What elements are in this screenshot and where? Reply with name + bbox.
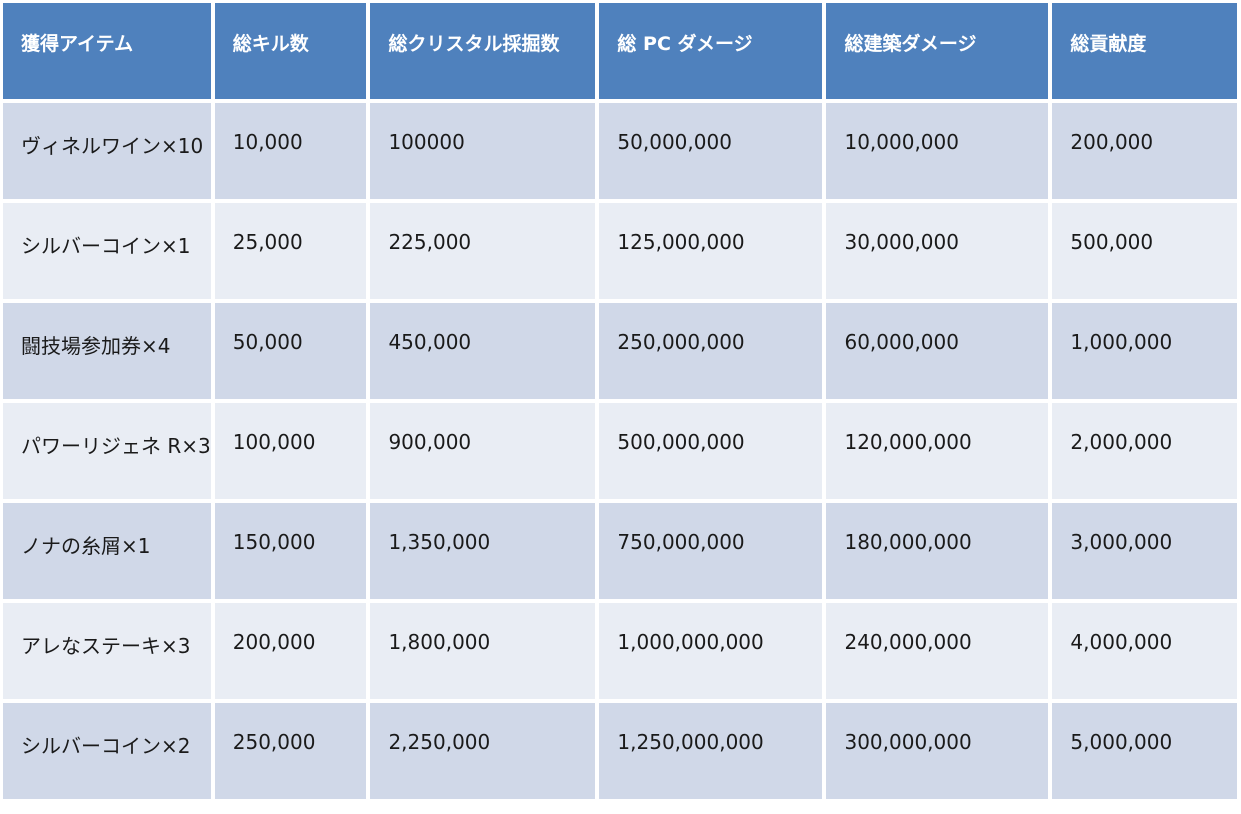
table-row: シルバーコイン×2 250,000 2,250,000 1,250,000,00… xyxy=(3,703,1237,799)
cell-pc-damage: 250,000,000 xyxy=(599,303,823,399)
cell-crystal: 100000 xyxy=(370,103,596,199)
cell-item: ヴィネルワイン×10 xyxy=(3,103,211,199)
cell-building-damage: 10,000,000 xyxy=(826,103,1049,199)
cell-kills: 50,000 xyxy=(214,303,367,399)
cell-contribution: 4,000,000 xyxy=(1052,603,1237,699)
cell-contribution: 5,000,000 xyxy=(1052,703,1237,799)
cell-pc-damage: 50,000,000 xyxy=(599,103,823,199)
cell-kills: 150,000 xyxy=(214,503,367,599)
table-row: パワーリジェネ R×3 100,000 900,000 500,000,000 … xyxy=(3,403,1237,499)
cell-crystal: 225,000 xyxy=(370,203,596,299)
cell-contribution: 200,000 xyxy=(1052,103,1237,199)
cell-contribution: 1,000,000 xyxy=(1052,303,1237,399)
cell-item: シルバーコイン×2 xyxy=(3,703,211,799)
header-total-pc-damage: 総 PC ダメージ xyxy=(599,3,823,99)
header-total-contribution: 総貢献度 xyxy=(1052,3,1237,99)
cell-kills: 100,000 xyxy=(214,403,367,499)
cell-item: ノナの糸屑×1 xyxy=(3,503,211,599)
table-row: ヴィネルワイン×10 10,000 100000 50,000,000 10,0… xyxy=(3,103,1237,199)
cell-building-damage: 120,000,000 xyxy=(826,403,1049,499)
cell-pc-damage: 500,000,000 xyxy=(599,403,823,499)
cell-contribution: 3,000,000 xyxy=(1052,503,1237,599)
cell-pc-damage: 1,000,000,000 xyxy=(599,603,823,699)
cell-item: シルバーコイン×1 xyxy=(3,203,211,299)
cell-crystal: 2,250,000 xyxy=(370,703,596,799)
cell-kills: 250,000 xyxy=(214,703,367,799)
cell-pc-damage: 750,000,000 xyxy=(599,503,823,599)
cell-building-damage: 300,000,000 xyxy=(826,703,1049,799)
cell-building-damage: 30,000,000 xyxy=(826,203,1049,299)
cell-building-damage: 180,000,000 xyxy=(826,503,1049,599)
cell-contribution: 500,000 xyxy=(1052,203,1237,299)
header-total-crystal-mined: 総クリスタル採掘数 xyxy=(370,3,596,99)
table-row: アレなステーキ×3 200,000 1,800,000 1,000,000,00… xyxy=(3,603,1237,699)
cell-crystal: 900,000 xyxy=(370,403,596,499)
table-header-row: 獲得アイテム 総キル数 総クリスタル採掘数 総 PC ダメージ 総建築ダメージ … xyxy=(3,3,1237,99)
cell-building-damage: 240,000,000 xyxy=(826,603,1049,699)
cell-kills: 200,000 xyxy=(214,603,367,699)
cell-kills: 10,000 xyxy=(214,103,367,199)
cell-kills: 25,000 xyxy=(214,203,367,299)
header-total-building-damage: 総建築ダメージ xyxy=(826,3,1049,99)
cell-pc-damage: 1,250,000,000 xyxy=(599,703,823,799)
header-total-kills: 総キル数 xyxy=(214,3,367,99)
cell-crystal: 1,800,000 xyxy=(370,603,596,699)
cell-item: 闘技場参加券×4 xyxy=(3,303,211,399)
cell-crystal: 450,000 xyxy=(370,303,596,399)
cell-contribution: 2,000,000 xyxy=(1052,403,1237,499)
header-item: 獲得アイテム xyxy=(3,3,211,99)
cell-crystal: 1,350,000 xyxy=(370,503,596,599)
cell-item: アレなステーキ×3 xyxy=(3,603,211,699)
table-row: ノナの糸屑×1 150,000 1,350,000 750,000,000 18… xyxy=(3,503,1237,599)
cell-building-damage: 60,000,000 xyxy=(826,303,1049,399)
cell-item: パワーリジェネ R×3 xyxy=(3,403,211,499)
table-row: 闘技場参加券×4 50,000 450,000 250,000,000 60,0… xyxy=(3,303,1237,399)
cell-pc-damage: 125,000,000 xyxy=(599,203,823,299)
table-row: シルバーコイン×1 25,000 225,000 125,000,000 30,… xyxy=(3,203,1237,299)
